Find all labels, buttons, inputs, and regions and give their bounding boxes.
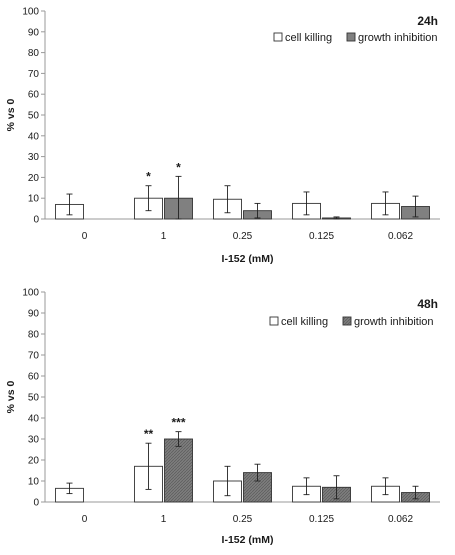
x-tick-label: 1	[161, 514, 167, 525]
y-tick-label: 90	[28, 309, 40, 320]
y-tick-label: 40	[28, 131, 40, 142]
y-tick-label: 30	[28, 435, 40, 446]
legend-swatch	[342, 316, 352, 326]
y-tick-label: 0	[33, 215, 39, 226]
x-axis-title: I-152 (mM)	[222, 534, 274, 546]
y-tick-label: 100	[22, 7, 39, 18]
legend-swatch	[269, 316, 279, 326]
y-tick-label: 50	[28, 111, 40, 122]
legend: cell killing growth inhibition	[269, 316, 434, 328]
legend-label: cell killing	[281, 316, 328, 328]
x-tick-label: 0.25	[233, 514, 253, 525]
y-tick-label: 80	[28, 48, 40, 59]
legend-label: cell killing	[285, 32, 332, 44]
y-tick-label: 60	[28, 372, 40, 383]
y-tick-label: 70	[28, 351, 40, 362]
significance-marker: *	[176, 160, 181, 174]
bar	[164, 438, 193, 503]
x-tick-label: 0.062	[388, 514, 413, 525]
y-tick-label: 20	[28, 456, 40, 467]
y-tick-label: 30	[28, 152, 40, 163]
legend-label: growth inhibition	[358, 32, 438, 44]
y-tick-label: 10	[28, 477, 40, 488]
legend-swatch	[346, 32, 356, 42]
y-tick-label: 90	[28, 27, 40, 38]
x-tick-label: 0.125	[309, 231, 334, 242]
y-tick-label: 40	[28, 414, 40, 425]
legend: cell killing growth inhibition	[273, 32, 438, 44]
legend-label: growth inhibition	[354, 316, 434, 328]
panel-title: 24h	[417, 14, 438, 28]
x-tick-label: 0.125	[309, 514, 334, 525]
significance-marker: ***	[171, 416, 185, 430]
y-tick-label: 20	[28, 173, 40, 184]
significance-marker: **	[144, 427, 154, 441]
y-tick-label: 70	[28, 69, 40, 80]
y-axis-title: % vs 0	[5, 99, 17, 132]
y-tick-label: 50	[28, 393, 40, 404]
y-tick-label: 10	[28, 194, 40, 205]
significance-marker: *	[146, 170, 151, 184]
x-tick-label: 0.25	[233, 231, 253, 242]
y-tick-label: 100	[22, 288, 39, 299]
y-tick-label: 80	[28, 330, 40, 341]
x-tick-label: 0.062	[388, 231, 413, 242]
y-axis-title: % vs 0	[5, 381, 17, 414]
y-tick-label: 60	[28, 90, 40, 101]
x-axis-title: I-152 (mM)	[222, 253, 274, 265]
x-tick-label: 1	[161, 231, 167, 242]
y-tick-label: 0	[33, 498, 39, 509]
panel-title: 48h	[417, 297, 438, 311]
x-tick-label: 0	[82, 514, 88, 525]
x-tick-label: 0	[82, 231, 88, 242]
legend-swatch	[273, 32, 283, 42]
